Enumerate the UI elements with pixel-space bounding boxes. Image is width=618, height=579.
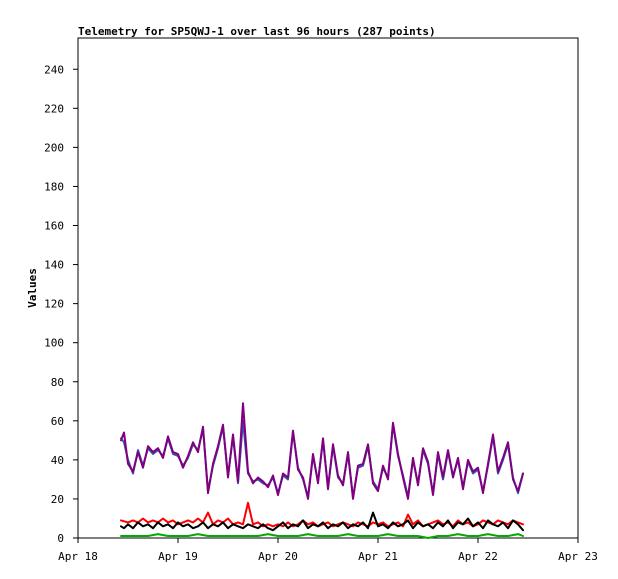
y-tick-label: 160 [44, 220, 64, 233]
x-axis-ticks: Apr 18 Apr 19 Apr 20 Apr 21 Apr 22 Apr 23 [58, 538, 598, 563]
series-line-5 [120, 533, 524, 539]
chart-title: Telemetry for SP5QWJ-1 over last 96 hour… [78, 25, 436, 38]
x-tick-label: Apr 21 [358, 550, 398, 563]
x-tick-label: Apr 18 [58, 550, 98, 563]
series-line-4 [120, 511, 524, 532]
y-tick-label: 140 [44, 259, 64, 272]
x-tick-label: Apr 20 [258, 550, 298, 563]
y-tick-label: 80 [51, 376, 64, 389]
y-axis-ticks: 0 20 40 60 80 100 120 140 160 180 200 220 240 [44, 63, 78, 545]
y-tick-label: 100 [44, 337, 64, 350]
y-tick-label: 180 [44, 180, 64, 193]
y-axis-label: Values [26, 268, 39, 308]
series-line-3 [120, 501, 524, 528]
x-tick-label: Apr 23 [558, 550, 598, 563]
series-group [120, 402, 524, 539]
y-tick-label: 0 [57, 532, 64, 545]
series-line-2 [120, 402, 524, 500]
y-tick-label: 40 [51, 454, 64, 467]
y-tick-label: 120 [44, 298, 64, 311]
x-tick-label: Apr 22 [458, 550, 498, 563]
y-tick-label: 60 [51, 415, 64, 428]
plot-frame [77, 37, 579, 539]
y-tick-label: 200 [44, 141, 64, 154]
y-tick-label: 240 [44, 63, 64, 76]
x-tick-label: Apr 19 [158, 550, 198, 563]
y-tick-label: 220 [44, 102, 64, 115]
y-tick-label: 20 [51, 493, 64, 506]
